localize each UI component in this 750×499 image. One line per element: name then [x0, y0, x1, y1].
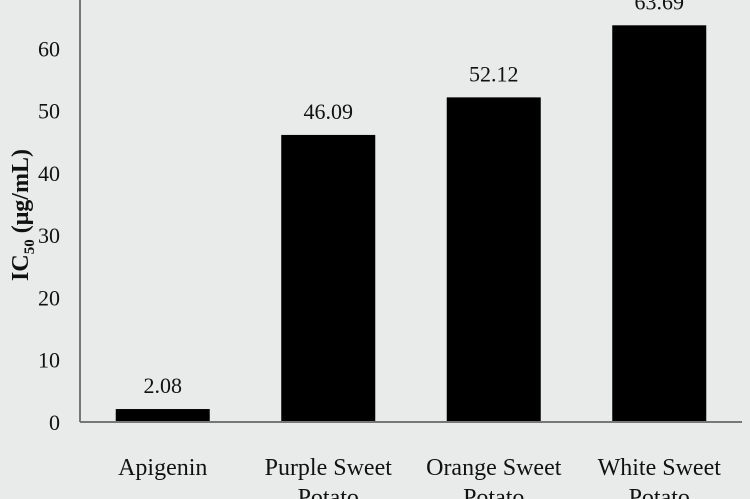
y-tick-label: 60 [38, 36, 60, 61]
bar [115, 409, 210, 422]
x-category-label: Purple Sweet Potato [265, 455, 393, 499]
y-tick-label: 50 [38, 99, 60, 124]
y-axis-title-unit: (μg/mL) [8, 149, 34, 233]
y-tick-label: 0 [49, 410, 60, 435]
x-category-label: Apigenin [118, 455, 207, 481]
y-axis-title-main: IC [8, 254, 34, 281]
y-tick-label: 10 [38, 348, 60, 373]
bar-value-label: 2.08 [144, 373, 183, 398]
bar-value-label: 52.12 [469, 61, 519, 86]
bar-value-label: 63.69 [635, 0, 685, 14]
bar [281, 134, 376, 422]
y-tick-label: 30 [38, 223, 60, 248]
bar-value-label: 46.09 [304, 99, 354, 124]
y-tick-label: 20 [38, 285, 60, 310]
x-category-label: White Sweet Potato [598, 455, 722, 499]
svg-text:IC50(μg/mL): IC50 (μg/mL) [8, 149, 38, 281]
y-tick-label: 40 [38, 161, 60, 186]
x-category-label: Orange Sweet Potato [426, 455, 562, 499]
bar [612, 25, 707, 423]
y-axis-title: IC50 (μg/mL) [8, 149, 38, 281]
bar [446, 97, 541, 423]
y-axis-title-subscript: 50 [22, 239, 38, 254]
